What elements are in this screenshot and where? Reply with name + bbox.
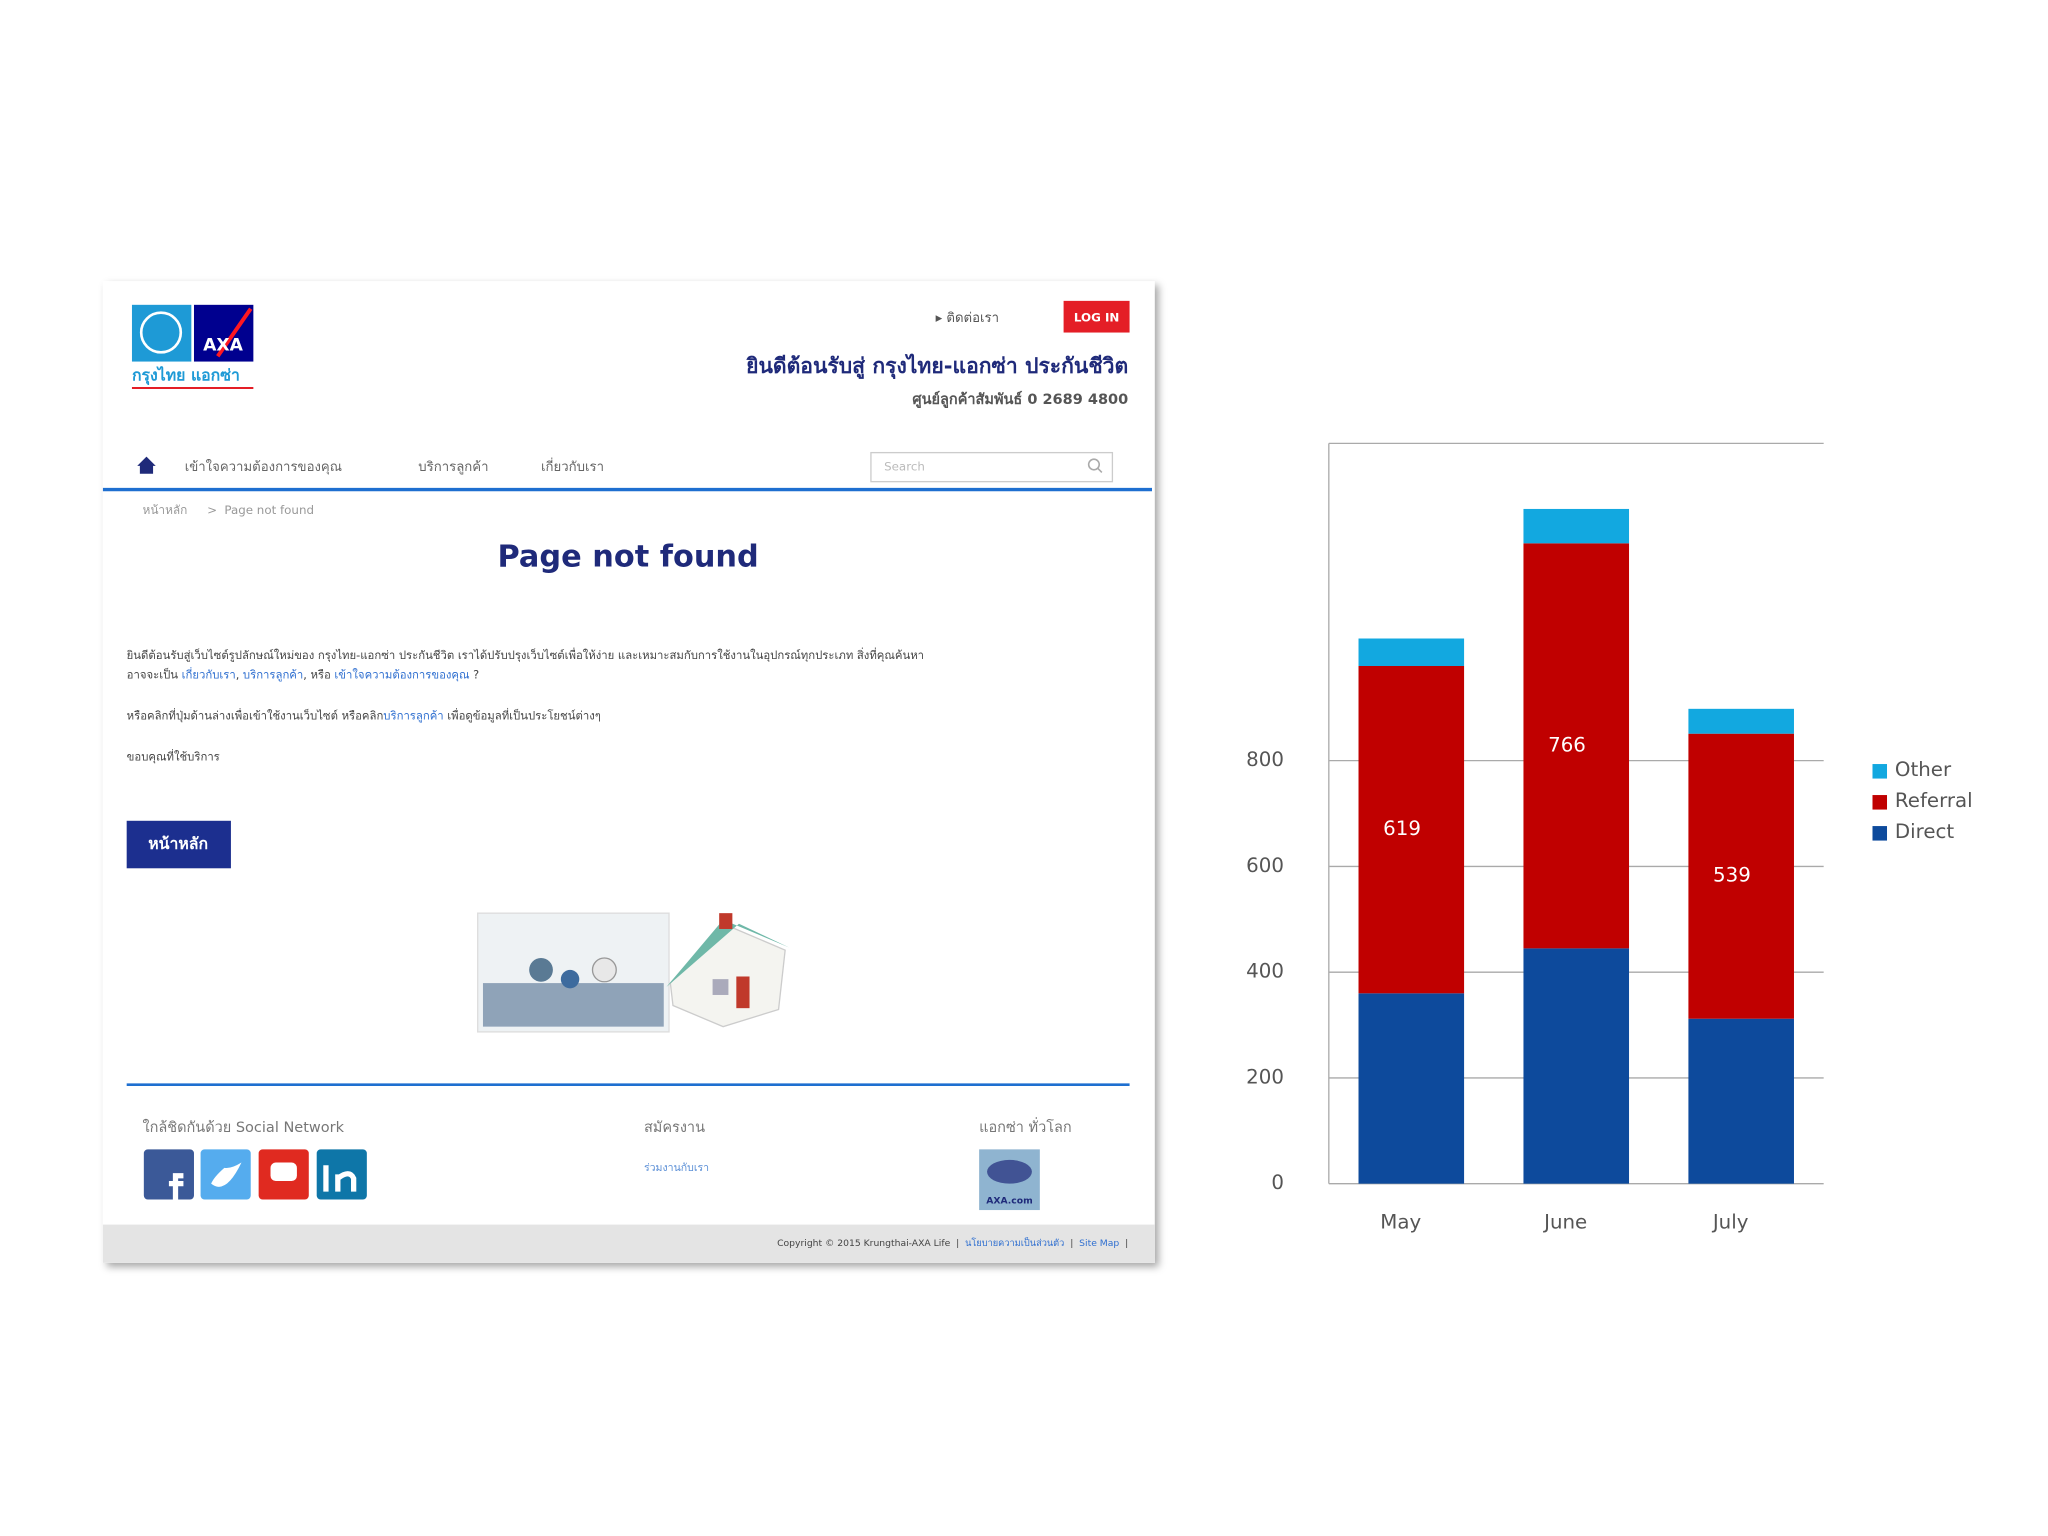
text-span: ยินดีต้อนรับสู่เว็บไซต์รูปลักษณ์ใหม่ของ … (126, 647, 924, 662)
logo-text: กรุงไทย แอกซ่า (132, 366, 240, 386)
bar-segment (1523, 543, 1630, 949)
bar-segment (1688, 708, 1794, 734)
body-line: อาจจะเป็น เกี่ยวกับเรา, บริการลูกค้า, หร… (127, 667, 479, 682)
bar-segment (1358, 665, 1465, 994)
text-span: | (1064, 1238, 1079, 1249)
text-span: ขอบคุณที่ใช้บริการ (127, 748, 220, 763)
social-heading: ใกล้ชิดกันด้วย Social Network (143, 1118, 345, 1136)
x-tick-label: June (1542, 1211, 1587, 1234)
bar-segment (1358, 993, 1465, 1184)
link-text[interactable]: เข้าใจความต้องการของคุณ (334, 668, 470, 682)
legend-swatch (1872, 795, 1888, 810)
y-tick-label: 200 (1246, 1065, 1284, 1088)
welcome-text: ยินดีต้อนรับสู่ กรุงไทย-แอกซ่า ประกันชีว… (745, 353, 1128, 380)
axa-world-label[interactable]: AXA.com (986, 1195, 1032, 1206)
logo-axa (193, 304, 254, 362)
global-heading: แอกซ่า ทั่วโลก (979, 1117, 1072, 1136)
text-span: | (1119, 1238, 1128, 1249)
breadcrumb-home[interactable]: หน้าหลัก (143, 503, 188, 517)
legend-swatch (1872, 826, 1888, 841)
search-icon[interactable] (1087, 458, 1101, 471)
body-line: ขอบคุณที่ใช้บริการ (127, 748, 220, 763)
body-line: หรือคลิกที่ปุ่มด้านล่างเพื่อเข้าใช้งานเว… (127, 708, 601, 723)
home-button-label[interactable]: หน้าหลัก (148, 834, 208, 853)
bar-segment (1523, 948, 1630, 1184)
legend-label: Referral (1895, 789, 1973, 812)
text-span: อาจจะเป็น (127, 667, 182, 682)
text-span: หรือคลิกที่ปุ่มด้านล่างเพื่อเข้าใช้งานเว… (127, 708, 384, 723)
photo-person (560, 969, 580, 989)
legend-swatch (1872, 764, 1888, 779)
copyright: Copyright © 2015 Krungthai-AXA Life | นโ… (777, 1236, 1128, 1249)
bar-segment (1688, 733, 1794, 1019)
x-tick-label: July (1711, 1211, 1749, 1234)
facebook-icon[interactable] (143, 1149, 194, 1200)
hotline-text: ศูนย์ลูกค้าสัมพันธ์ 0 2689 4800 (912, 390, 1128, 408)
legend-label: Other (1895, 758, 1952, 781)
bar-segment (1688, 1018, 1794, 1184)
home-icon[interactable] (137, 456, 156, 474)
login-button[interactable] (1063, 300, 1130, 333)
x-tick-label: May (1380, 1211, 1421, 1234)
jobs-link[interactable]: ร่วมงานกับเรา (644, 1162, 709, 1174)
facebook-glyph (168, 1173, 184, 1200)
logo-emblem (139, 311, 183, 354)
youtube-play (270, 1162, 297, 1182)
page-panel (102, 281, 1155, 1263)
text-span: Copyright © 2015 Krungthai-AXA Life | (777, 1238, 965, 1249)
data-label: 539 (1713, 864, 1751, 887)
nav-item[interactable]: เกี่ยวกับเรา (541, 457, 604, 475)
text-span: เพื่อดูข้อมูลที่เป็นประโยชน์ต่างๆ (444, 708, 601, 723)
breadcrumb-separator: > (207, 503, 217, 517)
y-tick-label: 400 (1246, 960, 1284, 983)
house-chimney (719, 913, 733, 929)
link-text[interactable]: Site Map (1079, 1238, 1119, 1249)
link-text[interactable]: บริการลูกค้า (243, 668, 303, 682)
search-icon-handle (1097, 467, 1103, 473)
chart: 0 200 400 600 800 619 May 766 June 539 July Direct R… (1246, 442, 1973, 1234)
jobs-heading: สมัครงาน (644, 1120, 705, 1136)
link-text[interactable]: บริการลูกค้า (383, 709, 443, 723)
nav-item[interactable]: เข้าใจความต้องการของคุณ (185, 459, 342, 475)
data-label: 766 (1548, 733, 1586, 756)
legend-label: Direct (1895, 820, 1954, 843)
family-house-image (477, 912, 790, 1033)
linkedin-glyph (323, 1165, 357, 1192)
text-span: , (236, 668, 243, 682)
text-span: ? (470, 668, 480, 682)
link-text[interactable]: เกี่ยวกับเรา (182, 667, 236, 682)
link-text[interactable]: นโยบายความเป็นส่วนตัว (965, 1236, 1064, 1249)
logo-brand: AXA (203, 336, 243, 356)
login-label[interactable]: LOG IN (1074, 311, 1119, 325)
page-title: Page not found (497, 540, 758, 575)
body-text: ยินดีต้อนรับสู่เว็บไซต์รูปลักษณ์ใหม่ของ … (126, 647, 924, 764)
search-box[interactable] (870, 451, 1114, 483)
photo-floor (482, 983, 664, 1027)
photo-person (529, 958, 553, 982)
bar-segment (1523, 508, 1630, 544)
contact-link[interactable]: ▸ ติดต่อเรา (936, 311, 999, 326)
data-label: 619 (1383, 817, 1421, 840)
photo-person (591, 957, 617, 983)
footer-bar (102, 1224, 1155, 1263)
search-placeholder[interactable]: Search (884, 460, 925, 474)
twitter-glyph (211, 1162, 242, 1187)
body-line: ยินดีต้อนรับสู่เว็บไซต์รูปลักษณ์ใหม่ของ … (126, 647, 924, 662)
house-window (712, 979, 729, 995)
world-map (987, 1159, 1032, 1184)
nav-item[interactable]: บริการลูกค้า (418, 460, 488, 475)
house-door (736, 976, 750, 1009)
logo-slash (216, 307, 253, 358)
breadcrumb-current: Page not found (224, 503, 314, 517)
y-tick-label: 600 (1246, 854, 1284, 877)
y-tick-label: 0 (1271, 1171, 1284, 1194)
house-roof (666, 919, 790, 988)
y-tick-label: 800 (1246, 748, 1284, 771)
text-span: , หรือ (303, 668, 334, 682)
bar-segment (1358, 638, 1465, 666)
website-screenshot: AXA กรุงไทย แอกซ่า ▸ ติดต่อเรา LOG IN ยิ… (102, 281, 1155, 1263)
home-button[interactable] (126, 820, 231, 869)
